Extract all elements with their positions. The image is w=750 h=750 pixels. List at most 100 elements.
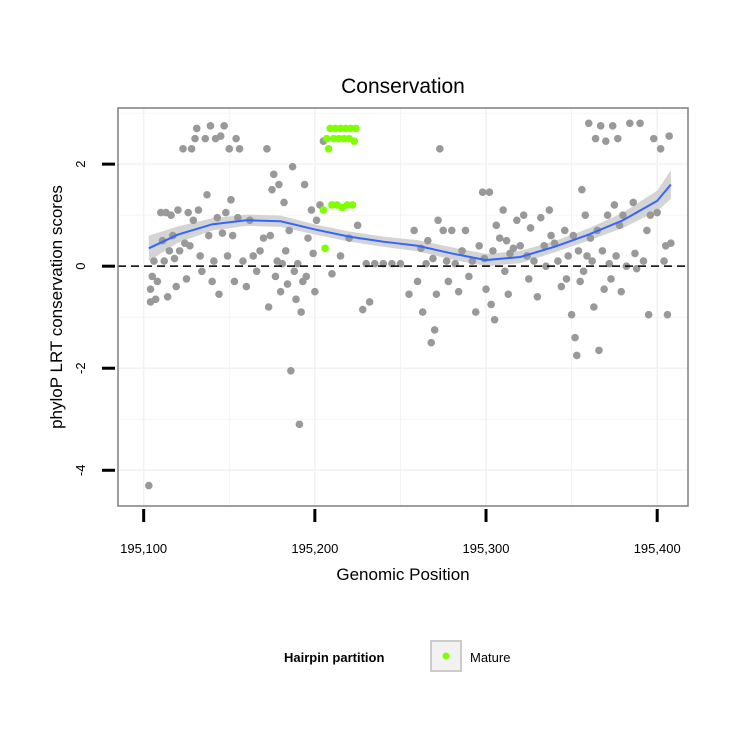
point-other — [191, 134, 199, 143]
point-other — [230, 277, 239, 286]
point-mature — [323, 134, 331, 143]
point-other — [293, 259, 302, 268]
point-other — [458, 247, 466, 255]
point-other — [307, 206, 316, 214]
point-other — [184, 208, 192, 217]
point-other — [269, 170, 278, 179]
point-other — [612, 252, 620, 260]
x-axis-title: Genomic Position — [336, 565, 469, 584]
point-other — [312, 216, 321, 225]
point-other — [222, 208, 230, 217]
x-axis: 195,100 195,200 195,300 195,400 — [120, 509, 681, 556]
point-other — [218, 229, 227, 237]
point-other — [304, 234, 312, 242]
point-other — [540, 241, 549, 250]
point-other — [311, 287, 319, 296]
point-other — [607, 275, 615, 283]
point-other — [436, 145, 444, 153]
point-other — [542, 262, 550, 270]
point-other — [576, 277, 584, 286]
point-other — [482, 285, 490, 293]
point-other — [665, 132, 673, 140]
y-tick-label: -4 — [73, 465, 88, 477]
point-other — [249, 252, 258, 260]
point-other — [234, 213, 242, 222]
point-other — [525, 275, 533, 283]
point-other — [643, 226, 651, 235]
point-other — [309, 249, 317, 258]
point-other — [588, 257, 596, 265]
point-other — [454, 287, 463, 296]
point-other — [297, 308, 305, 316]
point-other — [646, 211, 655, 219]
point-other — [499, 206, 507, 214]
plot-panel-border — [117, 107, 689, 507]
point-other — [574, 247, 583, 255]
point-other — [427, 338, 436, 347]
point-other — [302, 272, 311, 281]
point-other — [596, 122, 605, 130]
point-other — [579, 267, 588, 276]
x-tick-label: 195,300 — [463, 541, 510, 556]
point-other — [198, 267, 206, 276]
point-other — [557, 282, 566, 291]
point-other — [439, 226, 448, 235]
point-mature — [321, 244, 329, 253]
point-other — [562, 275, 571, 283]
point-other — [328, 270, 336, 278]
point-mature — [350, 137, 359, 145]
point-other — [263, 145, 271, 153]
point-other — [536, 213, 545, 222]
point-other — [225, 145, 234, 153]
point-other — [216, 132, 225, 140]
point-other — [605, 259, 614, 268]
data-points — [145, 119, 675, 490]
point-other — [160, 257, 169, 265]
point-other — [495, 234, 504, 242]
point-other — [290, 267, 299, 276]
point-other — [430, 326, 439, 334]
point-other — [487, 300, 495, 309]
point-other — [502, 236, 511, 245]
point-other — [447, 226, 456, 235]
point-mature — [348, 201, 357, 209]
point-other — [266, 231, 275, 240]
point-other — [281, 247, 290, 255]
point-other — [271, 272, 280, 281]
y-tick-label: -2 — [73, 362, 88, 374]
point-other — [275, 180, 283, 189]
point-other — [475, 241, 483, 250]
point-other — [530, 257, 538, 265]
point-other — [547, 231, 555, 240]
point-other — [610, 201, 619, 209]
point-other — [206, 122, 215, 130]
point-other — [232, 134, 240, 143]
point-other — [667, 239, 675, 248]
point-other — [150, 257, 158, 265]
point-other — [600, 285, 608, 293]
point-other — [629, 198, 638, 207]
point-other — [591, 134, 600, 143]
point-other — [626, 119, 634, 128]
point-other — [287, 366, 295, 375]
x-tick-label: 195,200 — [291, 541, 338, 556]
confidence-ribbon — [148, 170, 671, 267]
point-other — [526, 224, 535, 232]
point-other — [639, 257, 648, 265]
point-other — [405, 290, 413, 299]
point-other — [569, 231, 578, 240]
point-other — [145, 481, 153, 490]
point-other — [545, 206, 554, 214]
point-other — [264, 303, 273, 311]
point-mature — [352, 124, 360, 133]
point-other — [239, 257, 247, 265]
point-other — [203, 190, 211, 199]
point-other — [151, 295, 160, 304]
point-other — [636, 119, 644, 128]
point-other — [567, 310, 576, 319]
point-other — [478, 188, 487, 196]
point-other — [656, 145, 665, 153]
point-other — [268, 185, 276, 194]
point-other — [504, 290, 513, 299]
point-other — [215, 290, 223, 299]
